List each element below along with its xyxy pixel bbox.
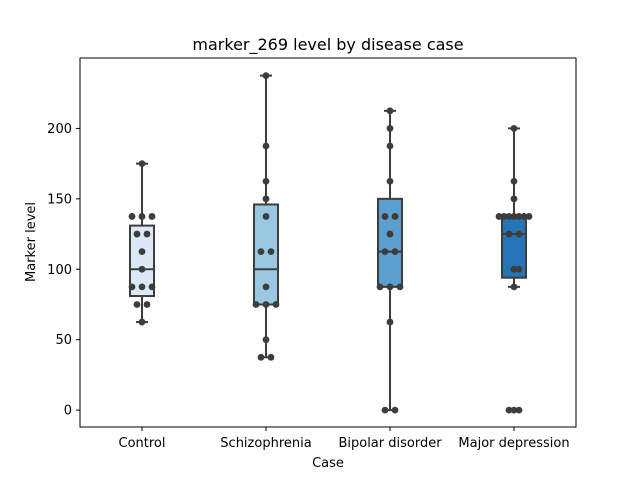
data-point: [257, 353, 265, 361]
data-point: [262, 142, 270, 150]
data-point: [262, 283, 270, 291]
box-bipolar-disorder: [377, 109, 403, 412]
data-point: [262, 177, 270, 185]
iqr-box: [377, 197, 403, 288]
data-point: [262, 72, 270, 80]
data-point: [262, 195, 270, 203]
data-point: [267, 353, 275, 361]
y-tick-label: 200: [47, 122, 72, 137]
data-point: [257, 248, 265, 256]
data-point: [252, 301, 260, 308]
y-tick-label: 100: [47, 263, 72, 278]
x-tick-label: Schizophrenia: [220, 436, 311, 451]
data-point: [133, 301, 141, 308]
data-point: [381, 406, 389, 414]
data-point: [381, 213, 389, 220]
data-point: [391, 248, 399, 256]
data-point: [391, 406, 399, 414]
data-point: [376, 283, 384, 291]
data-point: [138, 283, 146, 291]
data-point: [267, 248, 275, 256]
data-point: [262, 301, 270, 308]
data-point: [386, 142, 394, 150]
data-point: [510, 177, 518, 185]
data-point: [138, 318, 146, 326]
data-point: [262, 336, 270, 344]
data-point: [148, 283, 156, 291]
data-point: [386, 318, 394, 326]
data-point: [143, 301, 151, 308]
data-point: [148, 213, 156, 220]
x-tick-label: Bipolar disorder: [338, 436, 442, 451]
data-point: [272, 301, 280, 308]
x-tick-label: Major depression: [458, 436, 569, 451]
data-point: [262, 213, 270, 220]
y-tick-label: 150: [47, 192, 72, 207]
y-axis: 0 50 100 150 200: [47, 122, 80, 419]
swarm-points: [128, 72, 533, 414]
x-tick-label: Control: [119, 436, 166, 451]
data-point: [386, 283, 394, 291]
data-point: [515, 230, 523, 238]
data-point: [510, 195, 518, 203]
data-point: [386, 107, 394, 115]
y-tick-label: 0: [64, 404, 72, 419]
data-point: [510, 406, 518, 414]
data-point: [505, 230, 513, 238]
box-major-depression: [501, 127, 527, 288]
data-point: [138, 248, 146, 256]
data-point: [510, 283, 518, 291]
data-point: [500, 213, 508, 220]
data-point: [386, 230, 394, 238]
x-axis: Control Schizophrenia Bipolar disorder Majo…: [119, 427, 570, 451]
data-point: [386, 125, 394, 132]
data-point: [510, 125, 518, 132]
data-point: [381, 248, 389, 256]
data-point: [515, 213, 523, 220]
data-point: [495, 213, 503, 220]
data-point: [391, 213, 399, 220]
box-series: [129, 74, 527, 412]
y-axis-label: Marker level: [24, 202, 39, 282]
data-point: [396, 283, 404, 291]
chart-title: marker_269 level by disease case: [192, 35, 463, 55]
data-point: [133, 230, 141, 238]
data-point: [515, 406, 523, 414]
y-tick-label: 50: [55, 333, 72, 348]
plot-area-frame: [79, 57, 577, 428]
data-point: [505, 213, 513, 220]
data-point: [525, 213, 533, 220]
data-point: [505, 406, 513, 414]
data-point: [520, 213, 528, 220]
data-point: [128, 283, 136, 291]
data-point: [510, 265, 518, 273]
data-point: [143, 230, 151, 238]
data-point: [386, 177, 394, 185]
box-control: [129, 162, 155, 324]
data-point: [138, 265, 146, 273]
x-axis-label: Case: [312, 456, 344, 471]
data-point: [515, 265, 523, 273]
data-point: [128, 213, 136, 220]
data-point: [138, 160, 146, 168]
data-point: [510, 213, 518, 220]
data-point: [138, 213, 146, 220]
